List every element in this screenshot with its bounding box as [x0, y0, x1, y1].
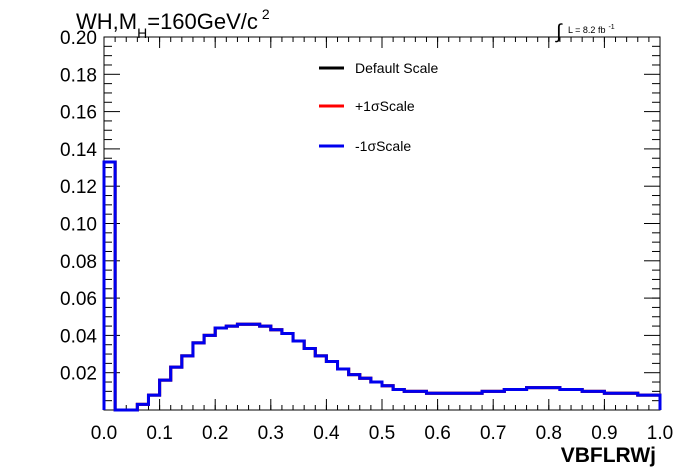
lumi-label: L = 8.2 fb -1: [568, 24, 615, 35]
x-tick-label: 0.6: [424, 423, 450, 444]
title-main: WH,M: [76, 9, 137, 34]
legend: Default Scale +1σScale -1σScale: [319, 60, 438, 154]
x-tick-label: 0.1: [146, 423, 172, 444]
y-tick-label: 0.04: [60, 326, 97, 347]
tick-labels: 0.0 0.1 0.2 0.3 0.4 0.5 0.6 0.7 0.8 0.9 1.0 0.02 0.0…: [60, 28, 673, 444]
lumi-text: L = 8.2 fb: [568, 25, 605, 35]
x-tick-label: 1.0: [647, 423, 673, 444]
y-tick-label: 0.02: [60, 364, 97, 385]
legend-label-0: Default Scale: [355, 60, 438, 76]
x-tick-label: 0.7: [480, 423, 506, 444]
y-tick-label: 0.10: [60, 215, 97, 236]
series-line-0: [102, 160, 662, 412]
y-tick-label: 0.16: [60, 103, 97, 124]
x-tick-label: 0.4: [313, 423, 340, 444]
series-line-1: [102, 160, 662, 412]
title-subscript: H: [137, 25, 147, 41]
y-tick-label: 0.14: [60, 140, 97, 161]
x-tick-label: 0.8: [536, 423, 562, 444]
legend-label-2: -1σScale: [355, 138, 411, 154]
x-tick-label: 0.9: [591, 423, 617, 444]
lumi-integral: ∫: [555, 21, 563, 43]
y-tick-label: 0.08: [60, 252, 97, 273]
legend-label-1: +1σScale: [355, 98, 415, 114]
plot-frame: [103, 36, 661, 411]
series-line-2: [102, 160, 662, 412]
lumi-superscript: -1: [608, 24, 614, 31]
histogram-series: [102, 160, 662, 412]
y-tick-label: 0.18: [60, 65, 97, 86]
x-tick-label: 0.3: [258, 423, 284, 444]
x-axis-label: VBFLRWj: [561, 444, 656, 467]
x-tick-label: 0.2: [202, 423, 228, 444]
axis-ticks: [103, 36, 661, 410]
plot-title: WH,MH=160GeV/c 2: [76, 6, 270, 41]
title-superscript: 2: [262, 6, 270, 22]
x-tick-label: 0.5: [369, 423, 395, 444]
y-tick-label: 0.06: [60, 289, 97, 310]
y-tick-label: 0.12: [60, 177, 97, 198]
x-tick-label: 0.0: [91, 423, 117, 444]
title-rest: =160GeV/c: [147, 9, 258, 34]
y-tick-label: 0.20: [60, 28, 97, 49]
